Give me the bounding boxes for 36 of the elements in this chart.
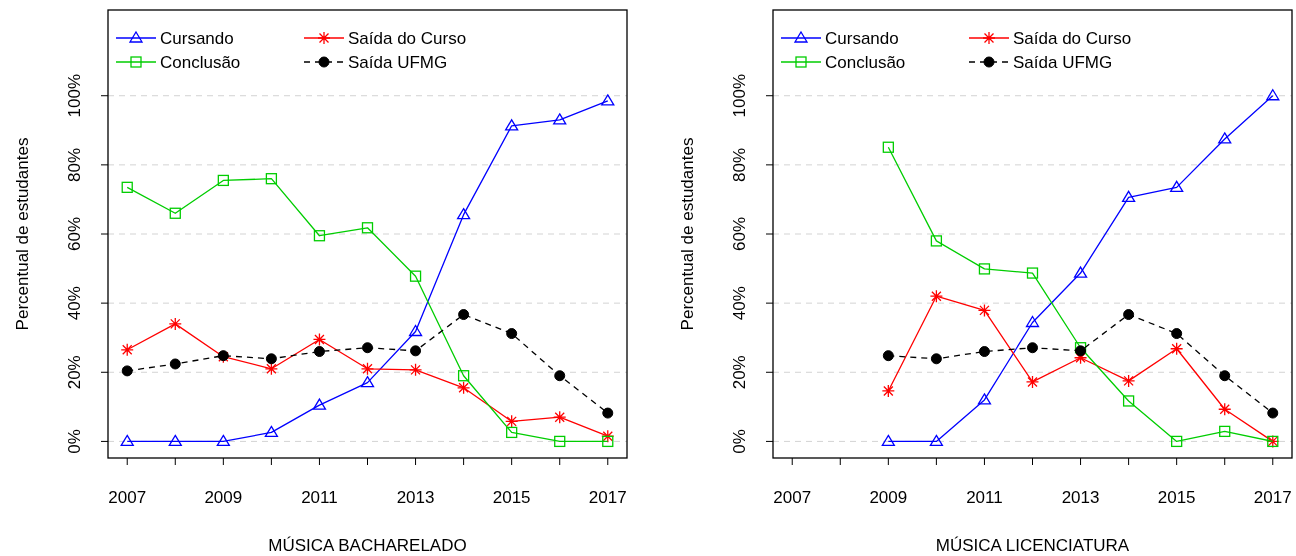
legend-label: Conclusão [160, 53, 241, 72]
legend-label: Conclusão [825, 53, 906, 72]
x-tick-label: 2009 [869, 488, 908, 507]
x-tick-label: 2009 [204, 488, 243, 507]
legend-label: Saída do Curso [348, 29, 467, 48]
y-tick-label: 60% [730, 216, 749, 252]
x-axis-title: MÚSICA LICENCIATURA [935, 536, 1130, 555]
y-tick-label: 40% [65, 286, 84, 321]
y-tick-label: 100% [65, 73, 84, 118]
x-tick-label: 2011 [966, 488, 1003, 507]
y-tick-label: 0% [730, 429, 749, 454]
y-tick-label: 20% [65, 355, 84, 390]
y-axis-title: Percentual de estudantes [678, 137, 697, 331]
y-tick-label: 40% [730, 286, 749, 321]
x-tick-label: 2015 [492, 488, 531, 507]
legend-label: Cursando [825, 29, 899, 48]
y-tick-label: 100% [730, 73, 749, 118]
x-tick-label: 2017 [1253, 488, 1292, 507]
y-tick-label: 80% [65, 147, 84, 182]
x-tick-label: 2007 [773, 488, 812, 507]
x-tick-label: 2013 [396, 488, 435, 507]
x-axis-title: MÚSICA BACHARELADO [268, 536, 467, 555]
y-tick-label: 60% [65, 216, 84, 252]
x-tick-label: 2007 [108, 488, 147, 507]
legend-label: Saída UFMG [1013, 53, 1113, 72]
legend-label: Saída UFMG [348, 53, 448, 72]
y-tick-label: 0% [65, 429, 84, 454]
x-tick-label: 2011 [301, 488, 338, 507]
x-tick-label: 2013 [1061, 488, 1100, 507]
legend-label: Cursando [160, 29, 234, 48]
y-tick-label: 20% [730, 355, 749, 390]
x-tick-label: 2017 [588, 488, 627, 507]
y-axis-title: Percentual de estudantes [13, 137, 32, 331]
legend-label: Saída do Curso [1013, 29, 1132, 48]
y-tick-label: 80% [730, 147, 749, 182]
x-tick-label: 2015 [1157, 488, 1196, 507]
